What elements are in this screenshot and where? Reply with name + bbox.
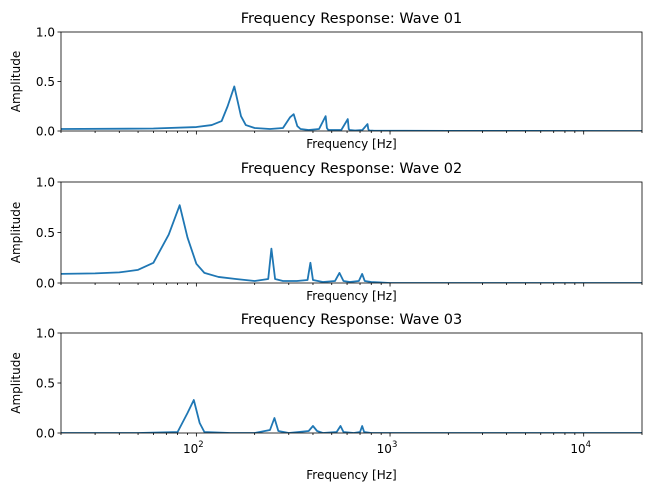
subplot-title: Frequency Response: Wave 03 — [241, 312, 463, 328]
subplot-2: Frequency Response: Wave 02 0.0 0.5 1.0 Ampl… — [9, 161, 643, 303]
axes-frame — [60, 181, 643, 284]
subplot-title: Frequency Response: Wave 01 — [241, 11, 463, 27]
x-major-ticks — [195, 433, 585, 437]
y-tick-label: 0.5 — [36, 226, 55, 240]
x-tick-label: 102 — [183, 440, 204, 456]
axes-frame — [60, 332, 643, 434]
series-line — [61, 204, 642, 283]
axes-frame — [60, 31, 643, 132]
y-axis-label: Amplitude — [9, 202, 23, 264]
y-tick-label: 1.0 — [36, 326, 55, 340]
x-axis-label: Frequency [Hz] — [306, 468, 397, 482]
series-line — [61, 399, 642, 433]
subplot-3: Frequency Response: Wave 03 0.0 0.5 1.0 102 1… — [9, 312, 643, 482]
x-axis-label: Frequency [Hz] — [306, 137, 397, 151]
series-line — [61, 85, 642, 131]
y-axis-label: Amplitude — [9, 352, 23, 414]
x-major-ticks — [195, 283, 585, 287]
y-tick-label: 0.0 — [36, 124, 55, 138]
x-major-ticks — [195, 131, 585, 135]
subplot-title: Frequency Response: Wave 02 — [241, 161, 463, 177]
y-tick-label: 1.0 — [36, 175, 55, 189]
y-tick-label: 0.5 — [36, 75, 55, 89]
y-tick-label: 0.0 — [36, 426, 55, 440]
x-tick-label: 103 — [377, 440, 398, 456]
y-axis-label: Amplitude — [9, 51, 23, 113]
x-axis-label: Frequency [Hz] — [306, 289, 397, 303]
y-tick-label: 1.0 — [36, 25, 55, 39]
subplot-1: Frequency Response: Wave 01 0.0 0.5 1.0 Ampl… — [9, 11, 643, 151]
y-tick-label: 0.0 — [36, 276, 55, 290]
x-tick-label: 104 — [570, 440, 591, 456]
y-tick-label: 0.5 — [36, 376, 55, 390]
